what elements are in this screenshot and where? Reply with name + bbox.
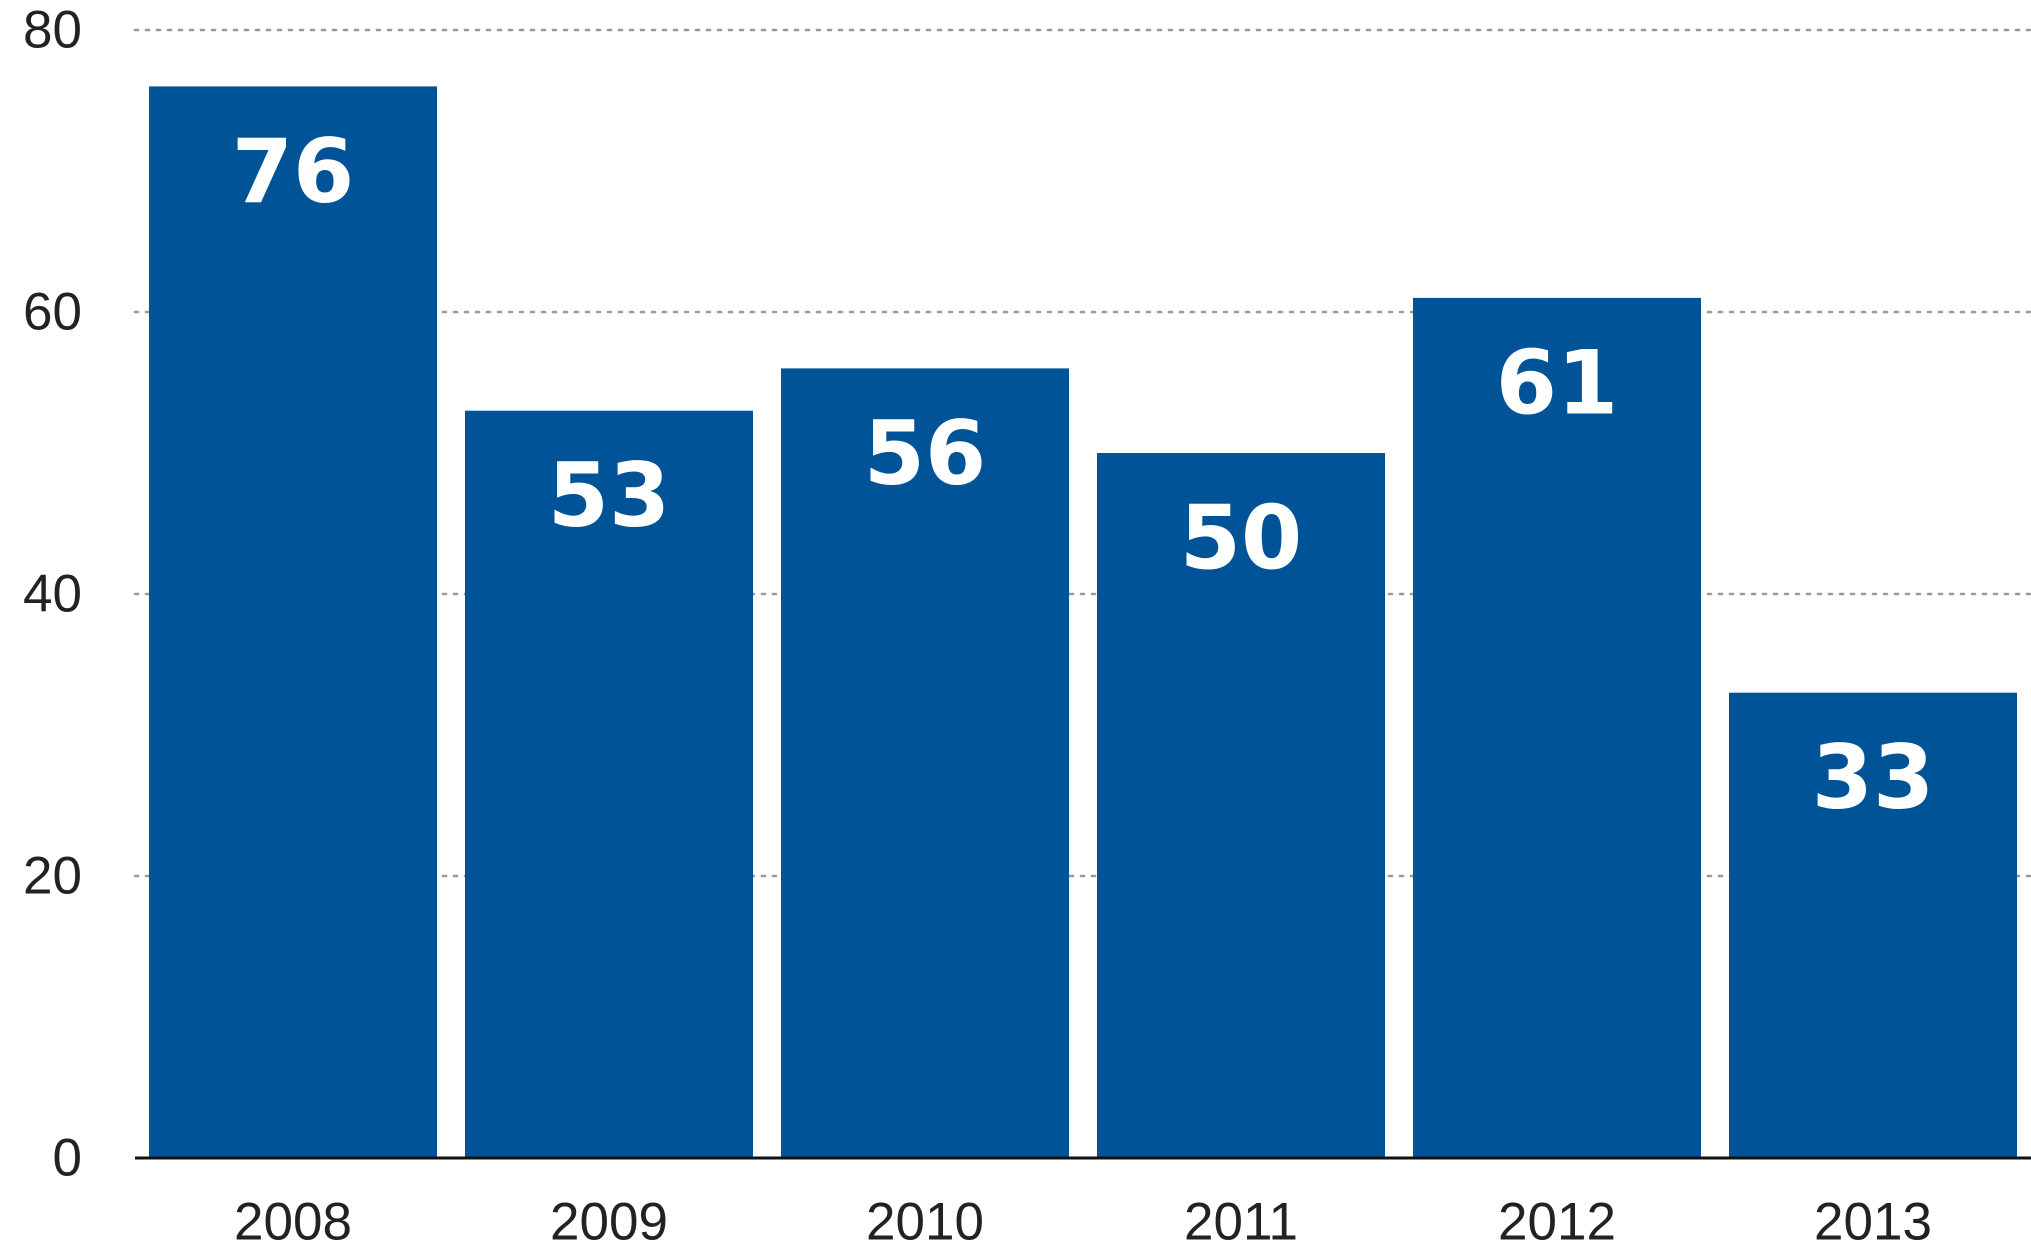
- x-tick-label-2012: 2012: [1498, 1193, 1616, 1251]
- bar-2012: [1413, 297, 1701, 1158]
- x-tick-label-2010: 2010: [866, 1193, 984, 1251]
- x-tick-label-2008: 2008: [234, 1193, 352, 1251]
- y-tick-label-80: 80: [23, 1, 82, 60]
- gridlines: [133, 28, 2031, 878]
- x-tick-label-2009: 2009: [550, 1193, 668, 1251]
- bar-value-label-2010: 56: [864, 402, 986, 505]
- bar-value-label-2011: 50: [1180, 487, 1302, 590]
- x-tick-label-2013: 2013: [1814, 1193, 1932, 1251]
- y-tick-label-40: 40: [23, 565, 82, 624]
- bar-2011: [1097, 453, 1385, 1158]
- bar-2013: [1729, 692, 2017, 1158]
- bar-2010: [781, 368, 1069, 1158]
- y-tick-label-0: 0: [53, 1129, 82, 1188]
- y-axis-tick-labels: 0 20 40 60 80: [23, 1, 82, 1188]
- bar-value-label-2012: 61: [1496, 331, 1618, 434]
- bar-2009: [465, 410, 753, 1158]
- bar-value-labels: 76 53 56 50 61 33: [232, 120, 1934, 829]
- bar-value-label-2009: 53: [548, 444, 670, 547]
- y-tick-label-60: 60: [23, 283, 82, 342]
- x-tick-label-2011: 2011: [1184, 1193, 1298, 1251]
- y-tick-label-20: 20: [23, 847, 82, 906]
- x-axis-tick-labels: 2008 2009 2010 2011 2012 2013: [234, 1193, 1932, 1251]
- bar-2008: [149, 86, 437, 1158]
- bars: [149, 86, 2017, 1158]
- bar-value-label-2008: 76: [232, 120, 354, 223]
- bar-value-label-2013: 33: [1812, 726, 1934, 829]
